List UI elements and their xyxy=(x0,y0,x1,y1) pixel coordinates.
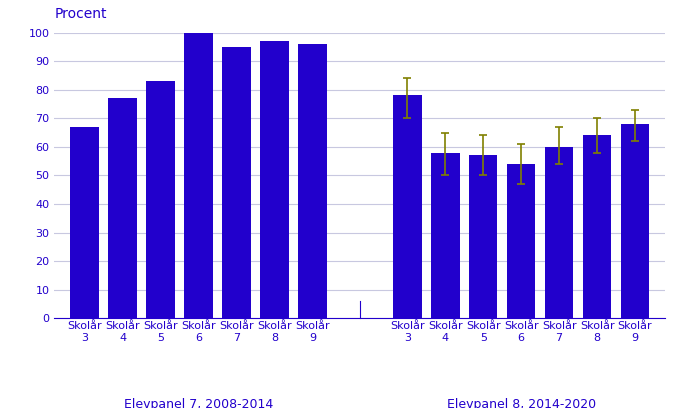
Bar xyxy=(469,155,498,318)
Text: Procent: Procent xyxy=(54,7,107,21)
Bar xyxy=(298,44,327,318)
Bar xyxy=(184,33,213,318)
Bar xyxy=(507,164,536,318)
Text: Elevpanel 8, 2014-2020: Elevpanel 8, 2014-2020 xyxy=(447,398,595,408)
Bar xyxy=(109,98,137,318)
Bar xyxy=(621,124,649,318)
Bar xyxy=(71,127,99,318)
Bar xyxy=(147,81,175,318)
Bar xyxy=(222,47,251,318)
Bar xyxy=(583,135,611,318)
Bar xyxy=(260,41,289,318)
Bar xyxy=(393,95,422,318)
Bar xyxy=(545,147,573,318)
Bar xyxy=(431,153,460,318)
Text: Elevpanel 7, 2008-2014: Elevpanel 7, 2008-2014 xyxy=(124,398,273,408)
